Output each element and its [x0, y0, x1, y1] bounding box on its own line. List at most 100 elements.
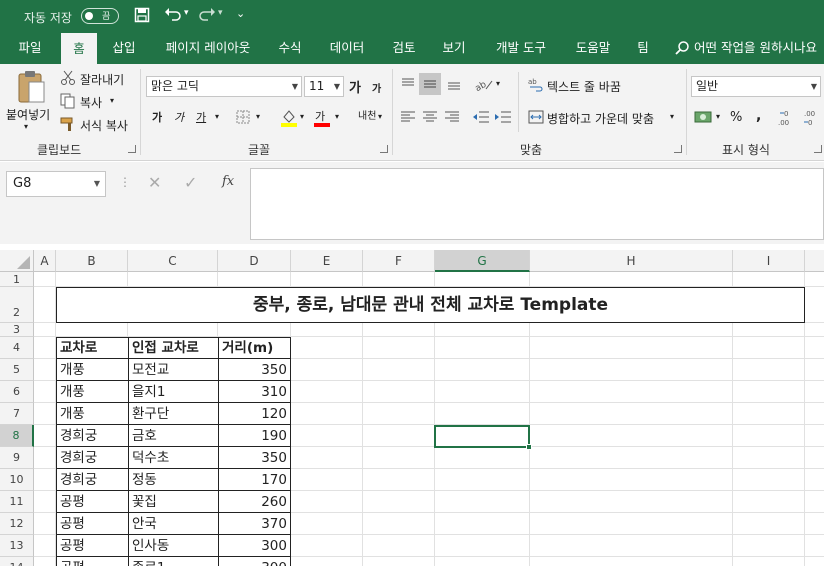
tab-file[interactable]: 파일 — [18, 40, 42, 55]
row-header-9[interactable]: 9 — [0, 447, 34, 469]
table-cell[interactable]: 종로1 — [129, 557, 218, 566]
table-cell[interactable]: 개풍 — [60, 362, 85, 378]
tab-data[interactable]: 데이터 — [329, 40, 365, 55]
column-header-i[interactable]: I — [733, 250, 805, 272]
tab-team[interactable]: 팀 — [637, 40, 649, 55]
table-cell[interactable]: 경희궁 — [60, 472, 98, 488]
number-format-select[interactable]: 일반 ▼ — [691, 76, 821, 97]
table-cell[interactable]: 안국 — [132, 516, 157, 532]
font-name-select[interactable]: 맑은 고딕 ▼ — [146, 76, 302, 97]
sheet-title-cell[interactable]: 중부, 종로, 남대문 관내 전체 교차로 Template — [56, 287, 805, 323]
font-color-button[interactable]: 가 — [315, 110, 326, 123]
accounting-dropdown-icon[interactable]: ▾ — [716, 112, 721, 121]
tab-developer[interactable]: 개발 도구 — [496, 40, 546, 55]
tab-page-layout[interactable]: 페이지 레이아웃 — [165, 40, 251, 55]
merge-dropdown-icon[interactable]: ▾ — [670, 112, 675, 121]
align-bottom-icon[interactable] — [446, 76, 462, 95]
column-header-g[interactable]: G — [435, 250, 530, 272]
fill-color-dropdown-icon[interactable]: ▾ — [300, 112, 305, 121]
number-launcher-icon[interactable] — [814, 145, 822, 153]
table-cell[interactable]: 170 — [261, 472, 287, 488]
row-header-13[interactable]: 13 — [0, 535, 34, 557]
table-cell[interactable]: 공평 — [60, 494, 85, 510]
table-cell[interactable]: 정동 — [132, 472, 157, 488]
save-icon[interactable] — [134, 7, 150, 27]
decrease-decimal-icon[interactable]: .00 0 — [802, 108, 822, 131]
table-cell[interactable]: 120 — [261, 406, 287, 422]
row-header-5[interactable]: 5 — [0, 359, 34, 381]
table-cell[interactable]: 310 — [261, 384, 287, 400]
search-icon[interactable] — [674, 40, 690, 59]
row-header-6[interactable]: 6 — [0, 381, 34, 403]
row-header-4[interactable]: 4 — [0, 337, 34, 359]
row-header-2[interactable]: 2 — [0, 287, 34, 323]
fill-handle[interactable] — [526, 444, 532, 450]
table-cell[interactable]: 공평 — [60, 516, 85, 532]
table-cell[interactable]: 370 — [261, 516, 287, 532]
align-center-icon[interactable] — [422, 110, 438, 127]
tab-insert[interactable]: 삽입 — [112, 40, 136, 55]
table-cell[interactable]: 350 — [261, 362, 287, 378]
table-cell[interactable]: 인사동 — [132, 538, 170, 554]
paste-label[interactable]: 붙여넣기 — [6, 108, 51, 122]
column-header-a[interactable]: A — [34, 250, 56, 272]
row-header-8[interactable]: 8 — [0, 425, 34, 447]
name-box[interactable]: G8 ▼ — [6, 171, 106, 197]
percent-style-icon[interactable]: % — [730, 110, 743, 125]
column-header-e[interactable]: E — [291, 250, 363, 272]
undo-dropdown-icon[interactable]: ▾ — [184, 8, 189, 18]
copy-dropdown-icon[interactable]: ▾ — [110, 96, 115, 105]
redo-dropdown-icon[interactable]: ▾ — [218, 8, 223, 18]
column-header-b[interactable]: B — [56, 250, 128, 272]
cut-label[interactable]: 잘라내기 — [80, 73, 125, 87]
table-cell[interactable]: 공평 — [57, 557, 128, 566]
row-header-10[interactable]: 10 — [0, 469, 34, 491]
tab-view[interactable]: 보기 — [442, 40, 466, 55]
selected-cell-g8[interactable] — [434, 425, 532, 450]
increase-indent-icon[interactable] — [494, 110, 512, 127]
tab-formulas[interactable]: 수식 — [278, 40, 302, 55]
wrap-text-icon[interactable]: ab — [528, 76, 544, 95]
redo-icon[interactable] — [198, 6, 216, 26]
column-header-f[interactable]: F — [363, 250, 435, 272]
copy-icon[interactable] — [60, 93, 76, 112]
undo-icon[interactable] — [164, 6, 182, 26]
italic-button[interactable]: 가 — [174, 111, 185, 124]
paste-icon[interactable] — [16, 70, 46, 107]
table-cell[interactable]: 모전교 — [132, 362, 170, 378]
align-left-icon[interactable] — [400, 110, 416, 127]
table-cell[interactable]: 개풍 — [60, 406, 85, 422]
table-cell[interactable]: 공평 — [60, 538, 85, 554]
phonetic-button[interactable]: 내천 — [358, 111, 377, 122]
row-header-7[interactable]: 7 — [0, 403, 34, 425]
fill-color-icon[interactable] — [280, 108, 298, 131]
comma-style-icon[interactable]: , — [756, 108, 762, 124]
table-cell[interactable]: 경희궁 — [60, 428, 98, 444]
border-dropdown-icon[interactable]: ▾ — [256, 112, 261, 121]
table-header-adjacent[interactable]: 인접 교차로 — [132, 340, 199, 356]
table-header-distance[interactable]: 거리(m) — [222, 340, 274, 356]
paste-dropdown-icon[interactable]: ▾ — [24, 122, 29, 131]
confirm-entry-icon[interactable]: ✓ — [184, 173, 198, 192]
row-header-1[interactable]: 1 — [0, 272, 34, 287]
underline-button[interactable]: 가 — [196, 111, 207, 124]
table-cell[interactable]: 꽃집 — [132, 494, 157, 510]
table-cell[interactable]: 260 — [261, 494, 287, 510]
select-all-corner[interactable] — [0, 250, 34, 272]
table-header-intersection[interactable]: 교차로 — [60, 340, 98, 356]
table-cell[interactable]: 을지1 — [132, 384, 166, 400]
font-color-dropdown-icon[interactable]: ▾ — [335, 112, 340, 121]
table-cell[interactable]: 환구단 — [132, 406, 170, 422]
customize-toolbar-icon[interactable]: ⌄ — [236, 7, 246, 20]
tab-home[interactable]: 홈 — [61, 33, 97, 64]
row-header-14[interactable]: 14 — [0, 557, 34, 566]
cancel-entry-icon[interactable]: ✕ — [148, 173, 162, 192]
align-right-icon[interactable] — [444, 110, 460, 127]
table-cell[interactable]: 300 — [219, 557, 290, 566]
table-cell[interactable]: 경희궁 — [60, 450, 98, 466]
column-header-c[interactable]: C — [128, 250, 218, 272]
tell-me-box[interactable]: 어떤 작업을 원하시나요 — [694, 40, 817, 55]
table-cell[interactable]: 덕수초 — [132, 450, 170, 466]
border-icon[interactable] — [236, 110, 250, 127]
decrease-indent-icon[interactable] — [472, 110, 490, 127]
